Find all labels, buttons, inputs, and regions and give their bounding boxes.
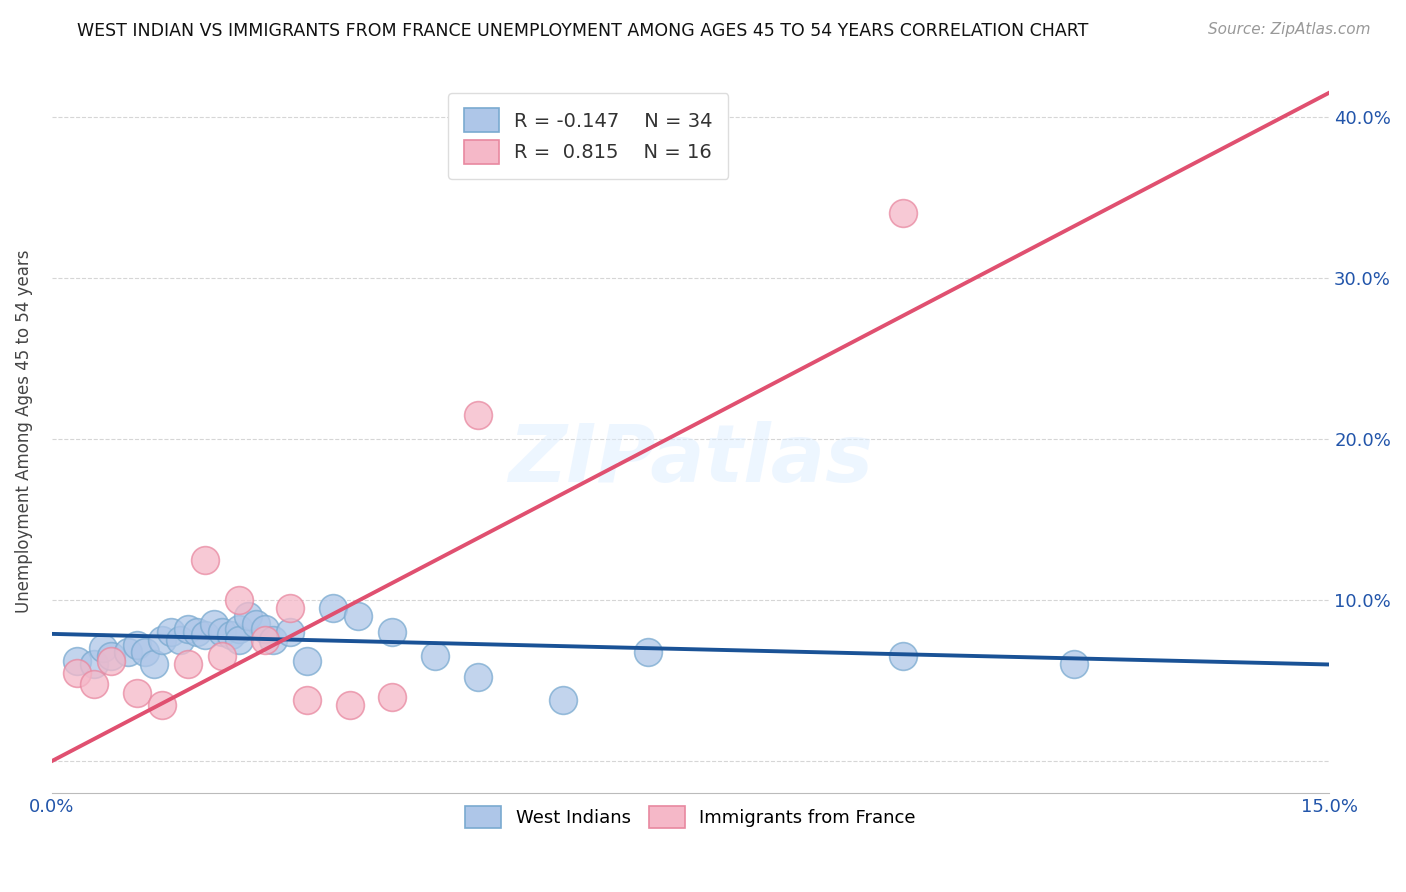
Point [245,617,267,632]
Point [219,628,242,642]
Point [66,654,89,668]
Point [186,625,208,640]
Point [322,601,344,615]
Point [551,693,574,707]
Point [91,641,114,656]
Y-axis label: Unemployment Among Ages 45 to 54 years: Unemployment Among Ages 45 to 54 years [15,249,32,613]
Point [202,617,225,632]
Point [100,649,122,664]
Point [125,686,148,700]
Point [211,625,233,640]
Point [423,649,446,664]
Legend: West Indians, Immigrants from France: West Indians, Immigrants from France [458,798,924,835]
Point [177,622,200,636]
Point [152,633,174,648]
Point [253,633,276,648]
Point [228,622,250,636]
Point [125,638,148,652]
Point [236,609,259,624]
Point [160,625,183,640]
Text: ZIPatlas: ZIPatlas [508,421,873,499]
Point [297,654,319,668]
Point [637,644,659,658]
Point [1063,657,1085,672]
Point [83,657,105,672]
Point [211,649,233,664]
Point [339,698,361,712]
Point [278,625,301,640]
Point [83,677,105,691]
Point [467,408,489,422]
Point [893,649,915,664]
Point [117,644,139,658]
Point [228,593,250,607]
Point [381,625,404,640]
Point [152,698,174,712]
Point [177,657,200,672]
Point [893,206,915,220]
Point [347,609,370,624]
Point [228,633,250,648]
Text: WEST INDIAN VS IMMIGRANTS FROM FRANCE UNEMPLOYMENT AMONG AGES 45 TO 54 YEARS COR: WEST INDIAN VS IMMIGRANTS FROM FRANCE UN… [77,22,1088,40]
Point [194,628,217,642]
Point [278,601,301,615]
Point [262,633,284,648]
Text: Source: ZipAtlas.com: Source: ZipAtlas.com [1208,22,1371,37]
Point [381,690,404,704]
Point [253,622,276,636]
Point [194,553,217,567]
Point [100,654,122,668]
Point [142,657,165,672]
Point [66,665,89,680]
Point [467,670,489,684]
Point [169,633,191,648]
Point [134,644,156,658]
Point [297,693,319,707]
